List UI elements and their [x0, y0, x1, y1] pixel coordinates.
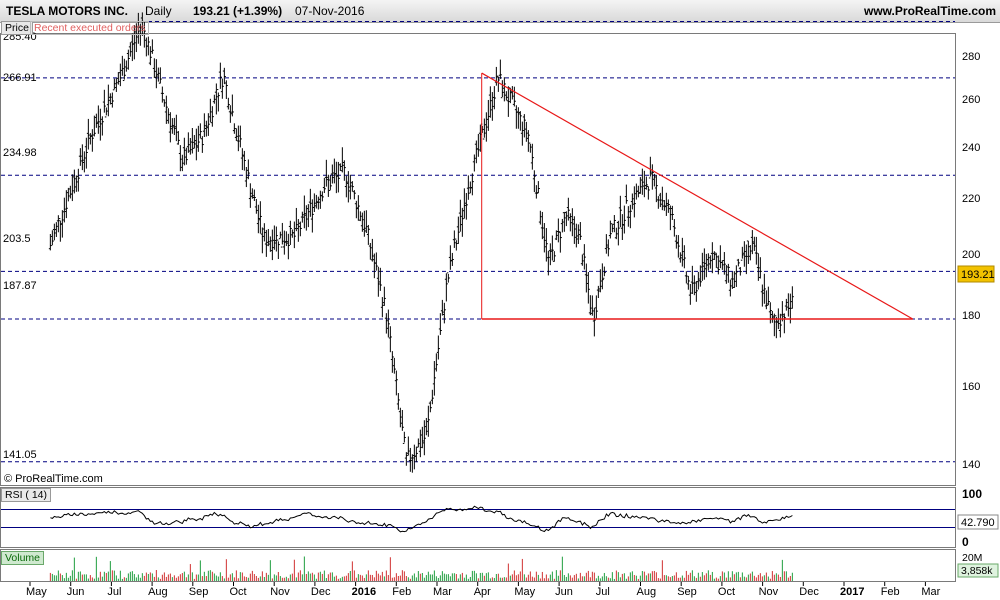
volume-tick: 20M — [962, 552, 982, 564]
current-price-label: 193.21 — [961, 269, 995, 281]
price-tick: 140 — [962, 459, 980, 471]
rsi-value-box — [957, 514, 999, 530]
ohlc-bars — [48, 12, 794, 473]
quote-label: 193.21 (+1.39%) — [193, 4, 283, 18]
volume-bars — [49, 556, 793, 581]
horizontal-levels — [1, 21, 955, 463]
price-tick: 160 — [962, 381, 980, 393]
level-label: 187.87 — [3, 280, 37, 292]
x-tick-label: 2016 — [352, 586, 376, 598]
price-panel — [0, 33, 956, 486]
trend-lines — [481, 72, 913, 320]
x-axis: May Jun Jul Aug Sep Oct Nov Dec 2016 Feb Mar Apr May… — [26, 582, 941, 598]
x-tick-label: Aug — [148, 586, 168, 598]
price-tick: 280 — [962, 51, 980, 63]
rsi-tick: 100 — [962, 487, 982, 501]
price-tick: 220 — [962, 193, 980, 205]
x-tick-label: Sep — [677, 586, 697, 598]
copyright-label: © ProRealTime.com — [4, 473, 103, 485]
date-label: 07-Nov-2016 — [295, 4, 365, 18]
price-tick: 200 — [962, 249, 980, 261]
volume-tab[interactable]: Volume — [1, 551, 45, 565]
symbol-name: TESLA MOTORS INC. — [6, 4, 129, 18]
resistance-trendline — [481, 72, 913, 320]
price-tick: 260 — [962, 94, 980, 106]
rsi-tick: 0 — [962, 535, 969, 549]
volume-value-label: 3,858k — [961, 565, 993, 577]
x-tick-label: Feb — [392, 586, 411, 598]
volume-value-box — [957, 563, 999, 578]
level-label: 141.05 — [3, 449, 37, 461]
price-tick: 240 — [962, 142, 980, 154]
x-tick-label: Nov — [270, 586, 290, 598]
x-tick-label: Feb — [881, 586, 900, 598]
rsi-line — [50, 505, 793, 533]
x-tick-label: 2017 — [840, 586, 864, 598]
x-tick-label: Mar — [433, 586, 452, 598]
x-tick-label: Oct — [230, 586, 247, 598]
x-tick-label: May — [514, 586, 535, 598]
x-tick-label: Apr — [474, 586, 491, 598]
site-label: www.ProRealTime.com — [864, 4, 997, 18]
volume-panel — [0, 549, 956, 582]
x-tick-label: Jun — [555, 586, 573, 598]
rsi-chart — [1, 505, 955, 533]
x-tick-label: Oct — [718, 586, 735, 598]
x-tick-label: Mar — [921, 586, 940, 598]
x-tick-label: Aug — [637, 586, 657, 598]
x-tick-label: Dec — [799, 586, 819, 598]
x-tick-label: May — [26, 586, 47, 598]
timeframe-label: Daily — [145, 4, 172, 18]
price-tick: 180 — [962, 310, 980, 322]
rsi-tab[interactable]: RSI ( 14) — [1, 488, 52, 502]
x-tick-label: Jun — [67, 586, 85, 598]
current-price-box — [957, 265, 995, 283]
x-tick-label: Sep — [189, 586, 209, 598]
x-axis-area — [0, 582, 1000, 600]
x-tick-label: Nov — [759, 586, 779, 598]
rsi-value-label: 42.790 — [961, 517, 995, 529]
recent-orders-tab[interactable]: Recent executed orders — [30, 21, 150, 35]
x-tick-label: Jul — [596, 586, 610, 598]
rsi-panel — [0, 487, 956, 548]
title-bar: TESLA MOTORS INC. Daily 193.21 (+1.39%) … — [0, 0, 1000, 23]
x-tick-label: Jul — [107, 586, 121, 598]
price-tab[interactable]: Price — [1, 21, 33, 35]
x-tick-label: Dec — [311, 586, 331, 598]
y-axis-area — [956, 33, 1000, 582]
level-label: 234.98 — [3, 147, 37, 159]
level-label: 203.5 — [3, 233, 31, 245]
level-label: 266.91 — [3, 72, 37, 84]
